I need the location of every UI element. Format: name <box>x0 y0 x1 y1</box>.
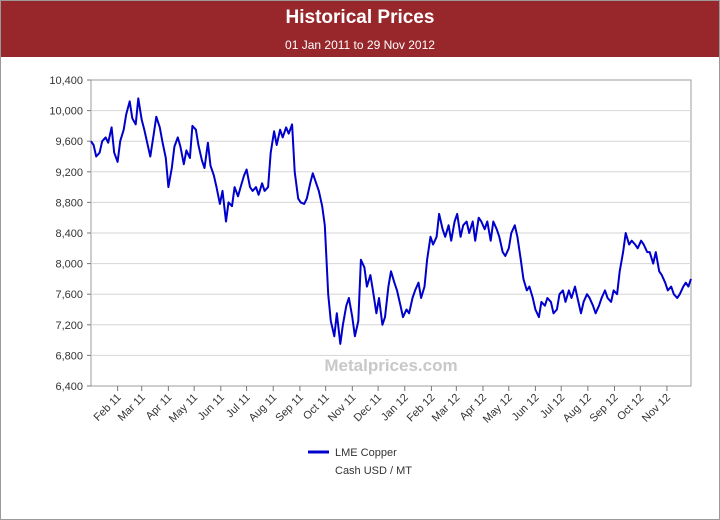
x-tick-label: Mar 12 <box>430 392 463 425</box>
y-tick-label: 9,600 <box>55 136 83 148</box>
y-tick-label: 6,400 <box>55 381 83 393</box>
y-tick-label: 10,000 <box>49 106 83 118</box>
y-tick-label: 7,600 <box>55 289 83 301</box>
chart-title: Historical Prices <box>285 7 435 28</box>
x-tick-label: Sep 11 <box>273 392 306 425</box>
x-tick-label: May 11 <box>167 392 200 425</box>
watermark: Metalprices.com <box>324 356 457 375</box>
y-tick-label: 8,800 <box>55 197 83 209</box>
gridlines <box>91 110 691 356</box>
x-tick-label: Nov 11 <box>326 392 359 425</box>
chart-header: Historical Prices 01 Jan 2011 to 29 Nov … <box>1 1 719 57</box>
y-tick-label: 6,800 <box>55 350 83 362</box>
legend: LME Copper Cash USD / MT <box>308 447 412 477</box>
x-tick-label: Aug 12 <box>561 392 594 425</box>
x-tick-label: Jun 12 <box>510 392 542 424</box>
x-tick-label: May 12 <box>481 392 515 426</box>
y-tick-label: 9,200 <box>55 167 83 179</box>
series-line-lme-copper <box>90 97 692 345</box>
y-tick-label: 10,400 <box>49 75 83 87</box>
x-tick-label: Sep 12 <box>587 392 620 425</box>
x-tick-label: Jan 12 <box>379 392 411 424</box>
legend-sublabel: Cash USD / MT <box>335 465 412 477</box>
y-tick-label: 7,200 <box>55 320 83 332</box>
x-tick-label: Nov 12 <box>640 392 673 425</box>
x-tick-label: Mar 11 <box>116 392 148 424</box>
y-tick-label: 8,400 <box>55 228 83 240</box>
y-tick-label: 8,000 <box>55 259 83 271</box>
x-tick-label: Aug 11 <box>247 392 280 425</box>
chart-subtitle: 01 Jan 2011 to 29 Nov 2012 <box>285 38 435 52</box>
y-axis: 6,400 6,800 7,200 7,600 8,000 8,400 8,800 9,200… <box>49 75 91 393</box>
x-tick-label: Jun 11 <box>196 392 227 423</box>
x-tick-label: Dec 11 <box>352 392 385 425</box>
legend-label: LME Copper <box>335 447 397 459</box>
